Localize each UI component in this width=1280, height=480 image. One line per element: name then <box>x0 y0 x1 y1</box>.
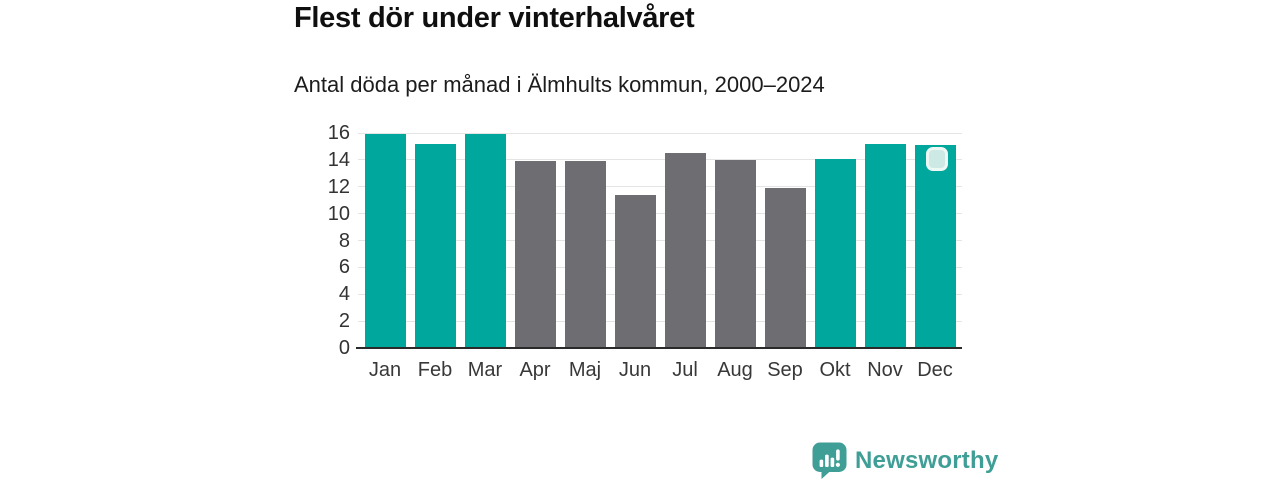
y-tick-label: 6 <box>338 256 350 279</box>
grid-line <box>358 266 962 268</box>
x-tick-label-okt: Okt <box>819 359 851 381</box>
x-tick-label-jul: Jul <box>672 359 698 381</box>
x-tick-label-sep: Sep <box>767 359 803 381</box>
bar-jan <box>364 134 406 348</box>
bar-apr <box>514 161 556 348</box>
y-tick-label: 14 <box>327 148 350 171</box>
bar-jun <box>614 194 656 348</box>
x-tick-label-mar: Mar <box>467 359 503 381</box>
chart-subtitle: Antal döda per månad i Älmhults kommun, … <box>294 72 825 97</box>
grid-line <box>358 320 962 322</box>
brand-wordmark: Newsworthy <box>855 446 999 474</box>
grid-line <box>358 293 962 295</box>
y-tick-label: 16 <box>327 122 350 144</box>
y-tick-label: 12 <box>327 175 350 198</box>
x-tick-label-dec: Dec <box>917 359 953 381</box>
bar-jul <box>664 153 706 348</box>
bar-maj <box>564 161 606 348</box>
x-tick-label-jun: Jun <box>618 359 652 381</box>
grid-line <box>358 240 962 241</box>
x-tick-label-jan: Jan <box>368 359 402 381</box>
bar-chart-speech-bubble-icon <box>812 442 847 479</box>
y-tick-label: 4 <box>338 283 350 306</box>
x-tick-label-nov: Nov <box>867 359 903 381</box>
bar-aug <box>714 159 756 348</box>
x-tick-label-maj: Maj <box>568 359 602 381</box>
bar-feb <box>414 143 456 348</box>
y-tick-label: 8 <box>338 229 350 252</box>
bar-dec <box>914 145 956 348</box>
chart-title: Flest dör under vinterhalvåret <box>294 2 695 34</box>
bar-mar <box>464 134 506 348</box>
y-tick-label: 10 <box>327 202 350 225</box>
x-tick-label-aug: Aug <box>717 359 753 381</box>
newsworthy-logo: Newsworthy <box>812 442 998 479</box>
bar-nov <box>864 143 906 348</box>
x-tick-label-apr: Apr <box>519 359 551 381</box>
x-axis-line <box>356 347 962 349</box>
bar-okt <box>814 158 856 348</box>
y-tick-label: 0 <box>338 337 350 359</box>
x-tick-label-feb: Feb <box>417 359 453 381</box>
grid-line <box>358 213 962 215</box>
y-tick-label: 2 <box>338 310 350 333</box>
grid-line <box>358 159 962 161</box>
highlight-marker <box>925 147 948 172</box>
grid-line <box>358 132 962 134</box>
grid-line <box>358 186 962 188</box>
bar-sep <box>764 188 806 348</box>
